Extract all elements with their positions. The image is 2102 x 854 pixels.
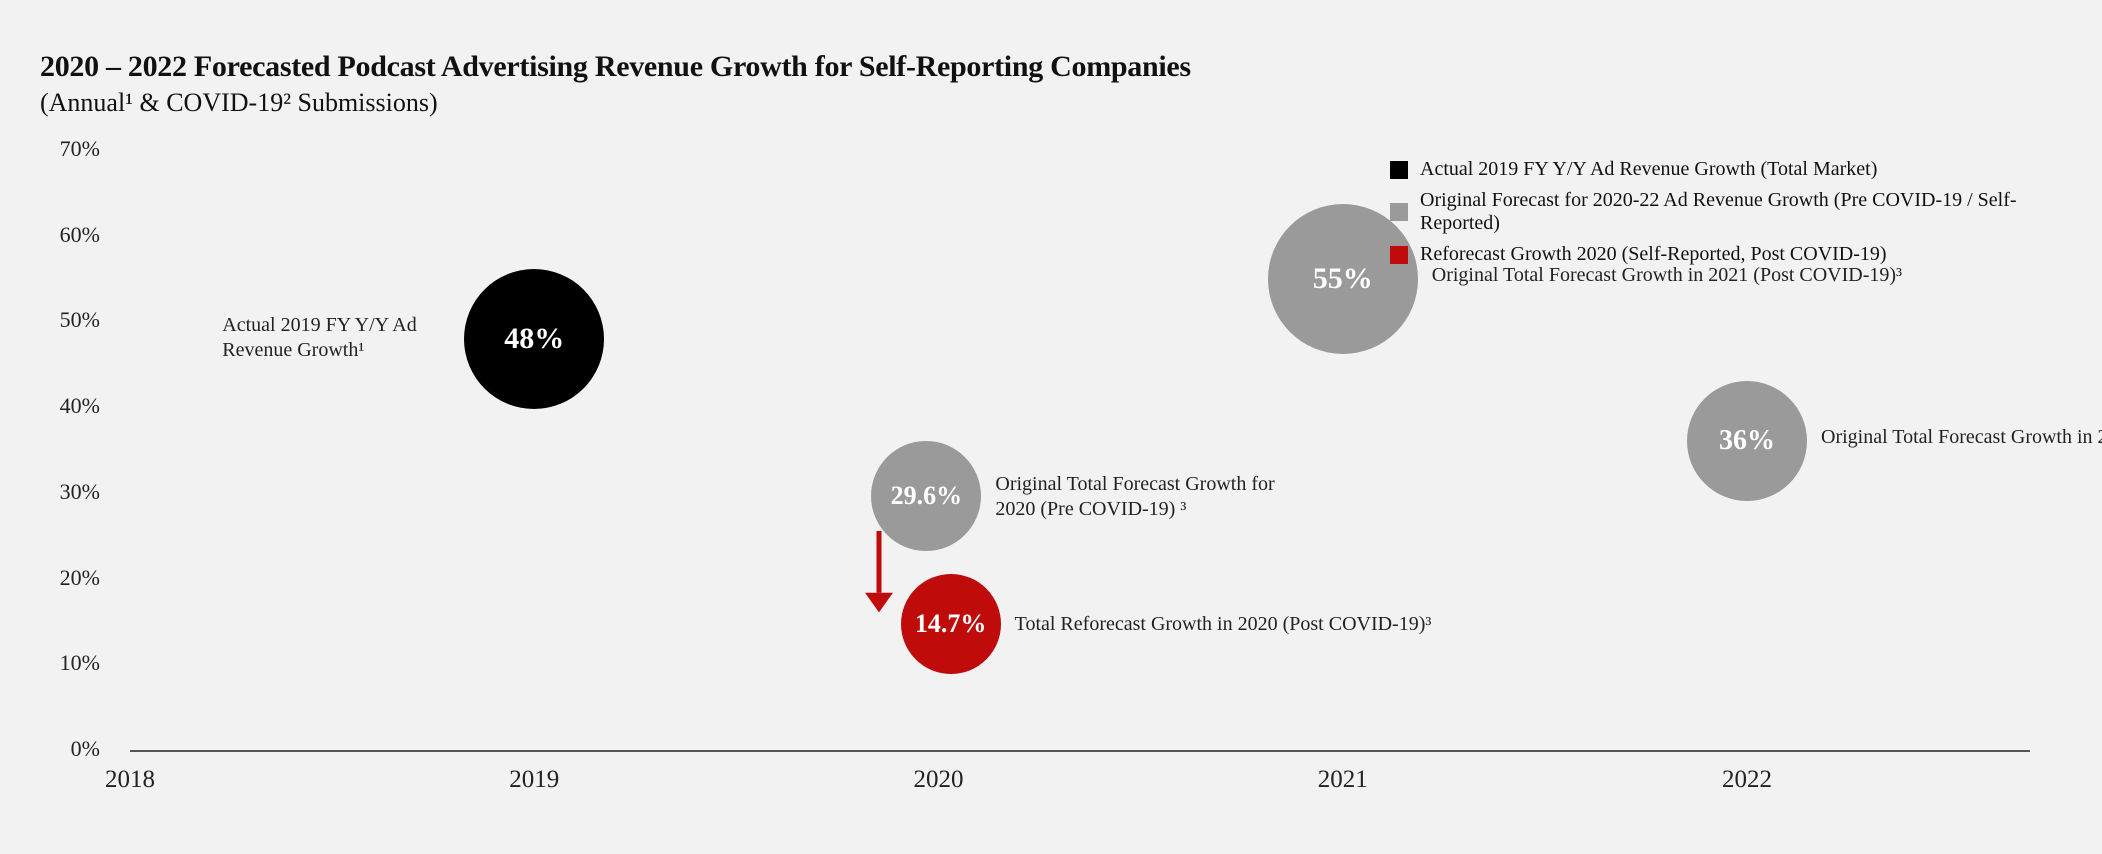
- legend-item: Original Forecast for 2020-22 Ad Revenue…: [1390, 189, 2040, 235]
- legend-label: Reforecast Growth 2020 (Self-Reported, P…: [1420, 243, 1887, 266]
- x-tick-label: 2018: [70, 766, 190, 794]
- chart-subtitle: (Annual¹ & COVID-19² Submissions): [40, 88, 438, 118]
- y-tick-label: 50%: [40, 307, 100, 333]
- chart-page: 2020 – 2022 Forecasted Podcast Advertisi…: [0, 0, 2102, 854]
- bubble-value: 48%: [504, 322, 564, 356]
- bubble-annotation: Original Total Forecast Growth in 2022 (…: [1821, 425, 2102, 450]
- bubble-value: 29.6%: [891, 481, 963, 511]
- bubble-actual2019: 48%: [464, 269, 604, 409]
- down-arrow-icon: [859, 531, 899, 623]
- x-axis-line: [130, 750, 2030, 752]
- y-tick-label: 20%: [40, 565, 100, 591]
- x-tick-label: 2019: [474, 766, 594, 794]
- bubble-annotation: Total Reforecast Growth in 2020 (Post CO…: [1015, 612, 1475, 637]
- x-tick-label: 2021: [1283, 766, 1403, 794]
- y-tick-label: 10%: [40, 650, 100, 676]
- legend: Actual 2019 FY Y/Y Ad Revenue Growth (To…: [1390, 158, 2040, 274]
- y-tick-label: 0%: [40, 736, 100, 762]
- bubble-value: 14.7%: [915, 609, 987, 639]
- bubble-value: 55%: [1313, 262, 1373, 296]
- legend-swatch: [1390, 203, 1408, 221]
- bubble-annotation: Actual 2019 FY Y/Y Ad Revenue Growth¹: [222, 313, 452, 363]
- y-tick-label: 70%: [40, 136, 100, 162]
- bubble-orig2022: 36%: [1687, 381, 1807, 501]
- plot-area: 0%10%20%30%40%50%60%70%20182019202020212…: [40, 150, 2040, 800]
- legend-item: Actual 2019 FY Y/Y Ad Revenue Growth (To…: [1390, 158, 2040, 181]
- legend-label: Actual 2019 FY Y/Y Ad Revenue Growth (To…: [1420, 158, 1877, 181]
- bubble-annotation: Original Total Forecast Growth for 2020 …: [995, 472, 1275, 522]
- x-tick-label: 2022: [1687, 766, 1807, 794]
- bubble-value: 36%: [1719, 425, 1775, 457]
- y-tick-label: 60%: [40, 222, 100, 248]
- y-tick-label: 30%: [40, 479, 100, 505]
- legend-label: Original Forecast for 2020-22 Ad Revenue…: [1420, 189, 2040, 235]
- x-tick-label: 2020: [879, 766, 999, 794]
- bubble-reforecast2020: 14.7%: [901, 574, 1001, 674]
- chart-title: 2020 – 2022 Forecasted Podcast Advertisi…: [40, 50, 1191, 84]
- legend-swatch: [1390, 246, 1408, 264]
- y-tick-label: 40%: [40, 393, 100, 419]
- legend-swatch: [1390, 161, 1408, 179]
- legend-item: Reforecast Growth 2020 (Self-Reported, P…: [1390, 243, 2040, 266]
